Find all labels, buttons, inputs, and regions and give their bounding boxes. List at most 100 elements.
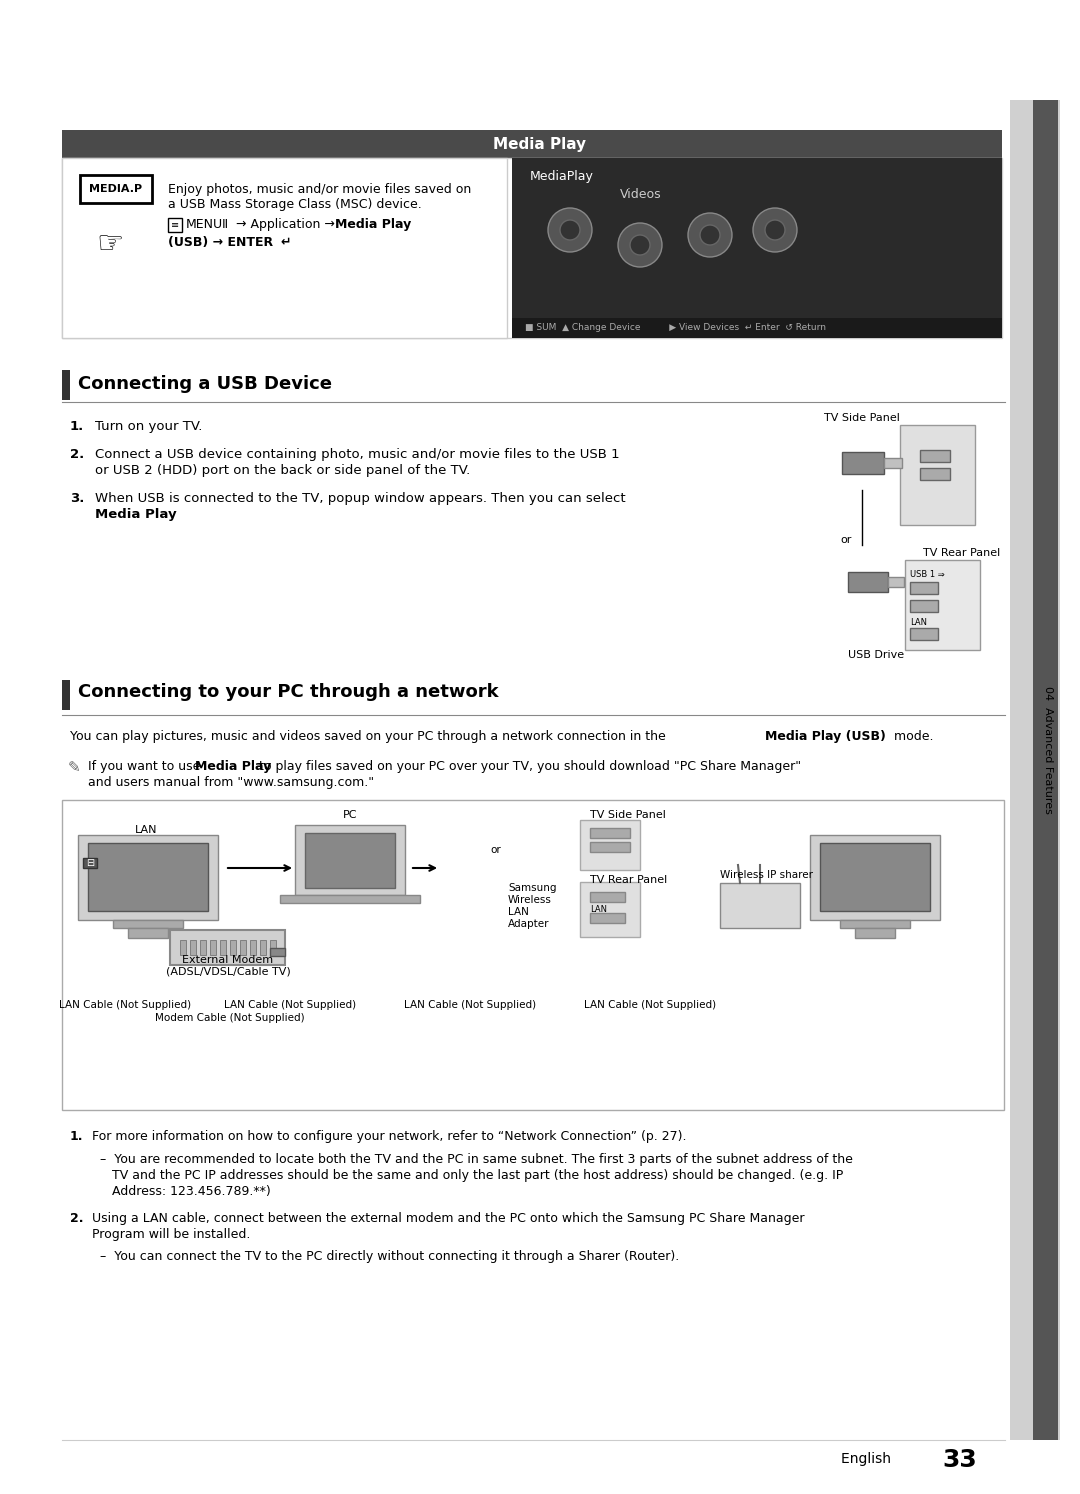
Bar bbox=[512, 318, 1002, 338]
Bar bbox=[305, 834, 395, 887]
Bar bbox=[129, 928, 168, 938]
Text: Using a LAN cable, connect between the external modem and the PC onto which the : Using a LAN cable, connect between the e… bbox=[92, 1212, 805, 1225]
Text: or: or bbox=[490, 846, 501, 855]
Text: TV Side Panel: TV Side Panel bbox=[590, 810, 666, 820]
Text: TV Rear Panel: TV Rear Panel bbox=[922, 548, 1000, 557]
Text: 2.: 2. bbox=[70, 1212, 83, 1225]
Bar bbox=[590, 843, 630, 852]
Bar bbox=[270, 949, 285, 956]
Text: Enjoy photos, music and/or movie files saved on: Enjoy photos, music and/or movie files s… bbox=[168, 182, 471, 196]
Bar bbox=[210, 940, 216, 955]
Text: –  You are recommended to locate both the TV and the PC in same subnet. The firs: – You are recommended to locate both the… bbox=[100, 1153, 853, 1165]
Bar bbox=[280, 895, 420, 902]
Bar bbox=[512, 158, 1002, 338]
Bar bbox=[910, 627, 939, 639]
Text: Media Play (USB): Media Play (USB) bbox=[765, 731, 886, 743]
Text: External Modem: External Modem bbox=[183, 955, 273, 965]
Bar bbox=[810, 835, 940, 920]
Text: .: . bbox=[156, 508, 159, 521]
Text: Program will be installed.: Program will be installed. bbox=[92, 1228, 251, 1242]
Text: 1.: 1. bbox=[70, 420, 84, 433]
Bar bbox=[62, 158, 1002, 338]
Text: Wireless IP sharer: Wireless IP sharer bbox=[720, 870, 813, 880]
Bar bbox=[855, 928, 895, 938]
Text: When USB is connected to the TV, popup window appears. Then you can select: When USB is connected to the TV, popup w… bbox=[95, 492, 625, 505]
Bar bbox=[295, 825, 405, 895]
Text: USB Drive: USB Drive bbox=[848, 650, 904, 660]
Circle shape bbox=[688, 214, 732, 257]
Text: 33: 33 bbox=[943, 1448, 977, 1472]
Bar bbox=[62, 680, 70, 710]
Text: PC: PC bbox=[342, 810, 357, 820]
Text: TV Side Panel: TV Side Panel bbox=[824, 412, 900, 423]
Text: Ⅱ: Ⅱ bbox=[222, 218, 228, 232]
Bar bbox=[62, 799, 1004, 1110]
Text: or: or bbox=[840, 535, 851, 545]
Bar bbox=[240, 940, 246, 955]
Text: 3.: 3. bbox=[70, 492, 84, 505]
Bar bbox=[78, 835, 218, 920]
Text: LAN: LAN bbox=[135, 825, 158, 835]
Text: Connecting a USB Device: Connecting a USB Device bbox=[78, 375, 332, 393]
Text: Media Play: Media Play bbox=[335, 218, 411, 232]
Bar bbox=[168, 218, 183, 232]
Text: English: English bbox=[841, 1452, 900, 1466]
Text: If you want to use: If you want to use bbox=[87, 760, 204, 772]
Text: ☞: ☞ bbox=[96, 230, 124, 258]
Text: MENU: MENU bbox=[186, 218, 224, 232]
Bar bbox=[83, 858, 97, 868]
Text: LAN Cable (Not Supplied): LAN Cable (Not Supplied) bbox=[584, 999, 716, 1010]
Bar bbox=[720, 883, 800, 928]
Text: LAN: LAN bbox=[590, 905, 607, 914]
Text: 2.: 2. bbox=[70, 448, 84, 462]
Bar bbox=[249, 940, 256, 955]
Bar bbox=[910, 583, 939, 595]
Text: Turn on your TV.: Turn on your TV. bbox=[95, 420, 202, 433]
Circle shape bbox=[548, 208, 592, 252]
Bar bbox=[113, 920, 183, 928]
Text: and users manual from "www.samsung.com.": and users manual from "www.samsung.com." bbox=[87, 775, 374, 789]
Text: Address: 123.456.789.**): Address: 123.456.789.**) bbox=[112, 1185, 271, 1198]
Bar bbox=[170, 929, 285, 965]
Bar bbox=[580, 820, 640, 870]
Text: ↵: ↵ bbox=[280, 236, 291, 249]
Text: to play files saved on your PC over your TV, you should download "PC Share Manag: to play files saved on your PC over your… bbox=[255, 760, 801, 772]
Text: Adapter: Adapter bbox=[508, 919, 550, 929]
Bar bbox=[905, 560, 980, 650]
Text: (ADSL/VDSL/Cable TV): (ADSL/VDSL/Cable TV) bbox=[165, 967, 291, 977]
Bar bbox=[220, 940, 226, 955]
Bar bbox=[87, 843, 208, 911]
Text: TV and the PC IP addresses should be the same and only the last part (the host a: TV and the PC IP addresses should be the… bbox=[112, 1168, 843, 1182]
Text: 1.: 1. bbox=[70, 1129, 83, 1143]
Text: Media Play: Media Play bbox=[494, 136, 586, 151]
Bar bbox=[885, 459, 902, 468]
Text: Media Play: Media Play bbox=[195, 760, 271, 772]
Circle shape bbox=[618, 223, 662, 267]
Bar bbox=[920, 450, 950, 462]
Text: USB 1 ⇒: USB 1 ⇒ bbox=[910, 571, 945, 580]
Text: 04  Advanced Features: 04 Advanced Features bbox=[1043, 686, 1053, 814]
Bar bbox=[848, 572, 888, 592]
Bar bbox=[1032, 100, 1058, 1440]
Text: LAN: LAN bbox=[508, 907, 529, 917]
Text: Connect a USB device containing photo, music and/or movie files to the USB 1: Connect a USB device containing photo, m… bbox=[95, 448, 620, 462]
Text: ✎: ✎ bbox=[68, 760, 81, 775]
Text: TV Rear Panel: TV Rear Panel bbox=[590, 875, 667, 884]
Bar bbox=[180, 940, 186, 955]
Bar bbox=[62, 158, 507, 338]
Text: LAN: LAN bbox=[910, 619, 927, 627]
Text: ■ SUM  ▲ Change Device          ▶ View Devices  ↵ Enter  ↺ Return: ■ SUM ▲ Change Device ▶ View Devices ↵ E… bbox=[525, 324, 826, 333]
Text: or USB 2 (HDD) port on the back or side panel of the TV.: or USB 2 (HDD) port on the back or side … bbox=[95, 465, 470, 477]
Text: MEDIA.P: MEDIA.P bbox=[90, 184, 143, 194]
Bar bbox=[590, 892, 625, 902]
Circle shape bbox=[700, 226, 720, 245]
Circle shape bbox=[561, 220, 580, 241]
Bar bbox=[80, 175, 152, 203]
Text: Videos: Videos bbox=[620, 188, 662, 202]
Text: Connecting to your PC through a network: Connecting to your PC through a network bbox=[78, 683, 499, 701]
Bar bbox=[888, 577, 904, 587]
Text: For more information on how to configure your network, refer to “Network Connect: For more information on how to configure… bbox=[92, 1129, 687, 1143]
Bar bbox=[842, 453, 885, 474]
Bar bbox=[840, 920, 910, 928]
Bar bbox=[900, 424, 975, 524]
